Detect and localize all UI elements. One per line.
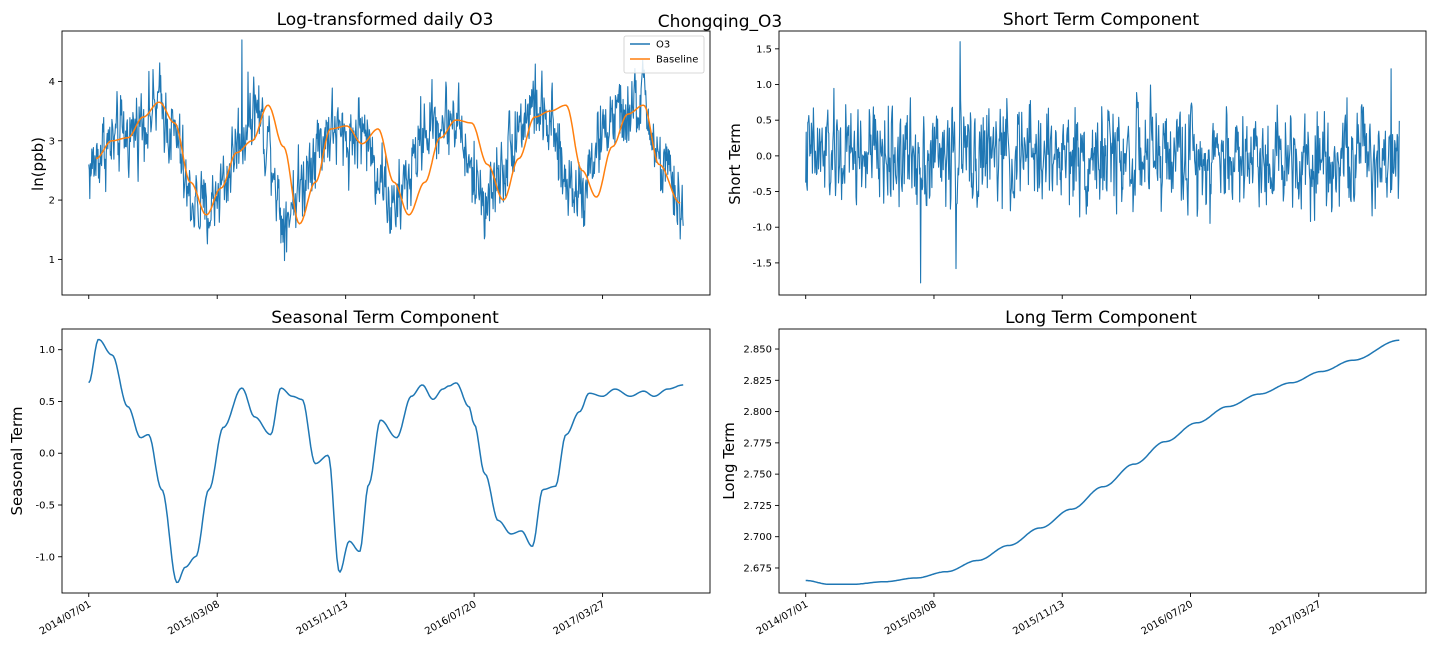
legend-box (623, 35, 705, 74)
series-line-component (805, 41, 1400, 284)
y-tick-label: 2.775 (743, 438, 772, 449)
panel-title: Short Term Component (1003, 10, 1200, 30)
plot-frame (778, 30, 1427, 296)
figure-suptitle: Chongqing_O3 (658, 12, 782, 32)
y-tick-label: 2.675 (743, 563, 772, 574)
y-tick-label: 2.850 (743, 345, 772, 356)
series-line-component (805, 339, 1400, 585)
y-tick-label: 4 (49, 77, 55, 88)
y-tick-label: 2.700 (743, 532, 772, 543)
y-tick-label: 3 (49, 136, 55, 147)
x-tick-label: 2015/11/13 (295, 599, 350, 637)
x-tick-label: 2015/11/13 (1011, 599, 1066, 637)
y-tick-label: 0.0 (756, 151, 772, 162)
series-line-component (88, 338, 684, 584)
panel-title: Long Term Component (1005, 308, 1197, 328)
legend-label: Baseline (656, 55, 698, 66)
y-tick-label: 1.0 (756, 80, 772, 91)
y-tick-label: 2.825 (743, 376, 772, 387)
series-line-o3 (88, 39, 684, 262)
y-axis-label: ln(ppb) (29, 137, 47, 191)
y-tick-label: 1.5 (756, 44, 772, 55)
plot-frame (61, 328, 711, 594)
x-tick-label: 2017/03/27 (1268, 599, 1323, 637)
y-axis-label: Long Term (720, 422, 738, 499)
y-tick-label: 2.800 (743, 407, 772, 418)
y-tick-label: -0.5 (752, 187, 772, 198)
y-tick-label: -1.0 (752, 223, 772, 234)
y-axis-label: Short Term (726, 123, 744, 204)
x-tick-label: 2015/03/08 (166, 599, 221, 637)
x-tick-label: 2014/07/01 (38, 599, 93, 637)
x-tick-label: 2014/07/01 (755, 599, 810, 637)
panel-short-term: Short Term Component Short Term -1.5 -1.0… (726, 10, 1427, 299)
panel-log-transformed-o3: Log-transformed daily O3 ln(ppb) 1 2 3 4 O3 B… (29, 10, 711, 299)
x-tick-label: 2016/07/20 (1140, 599, 1195, 637)
x-tick-label: 2015/03/08 (883, 599, 938, 637)
y-tick-label: 0.5 (756, 116, 772, 127)
series-line-baseline (95, 101, 681, 225)
plot-frame (778, 328, 1427, 594)
y-tick-label: -0.5 (35, 501, 55, 512)
y-axis-label: Seasonal Term (8, 407, 26, 516)
plot-frame (61, 30, 711, 296)
y-tick-label: 1 (49, 255, 55, 266)
x-tick-label: 2017/03/27 (552, 599, 607, 637)
legend: O3 Baseline (623, 35, 705, 74)
legend-label: O3 (656, 40, 670, 51)
y-tick-label: 1.0 (39, 345, 55, 356)
y-tick-label: 2 (49, 196, 55, 207)
panel-title: Seasonal Term Component (271, 308, 499, 328)
y-tick-label: -1.0 (35, 552, 55, 563)
y-tick-label: 0.0 (39, 449, 55, 460)
x-tick-label: 2016/07/20 (423, 599, 478, 637)
y-tick-label: 2.725 (743, 501, 772, 512)
y-tick-label: 0.5 (39, 397, 55, 408)
panel-title: Log-transformed daily O3 (277, 10, 494, 30)
y-tick-label: 2.750 (743, 470, 772, 481)
panel-seasonal-term: Seasonal Term Component Seasonal Term -1… (8, 308, 711, 637)
panel-long-term: Long Term Component Long Term 2.675 2.700… (720, 308, 1427, 637)
y-tick-label: -1.5 (752, 258, 772, 269)
